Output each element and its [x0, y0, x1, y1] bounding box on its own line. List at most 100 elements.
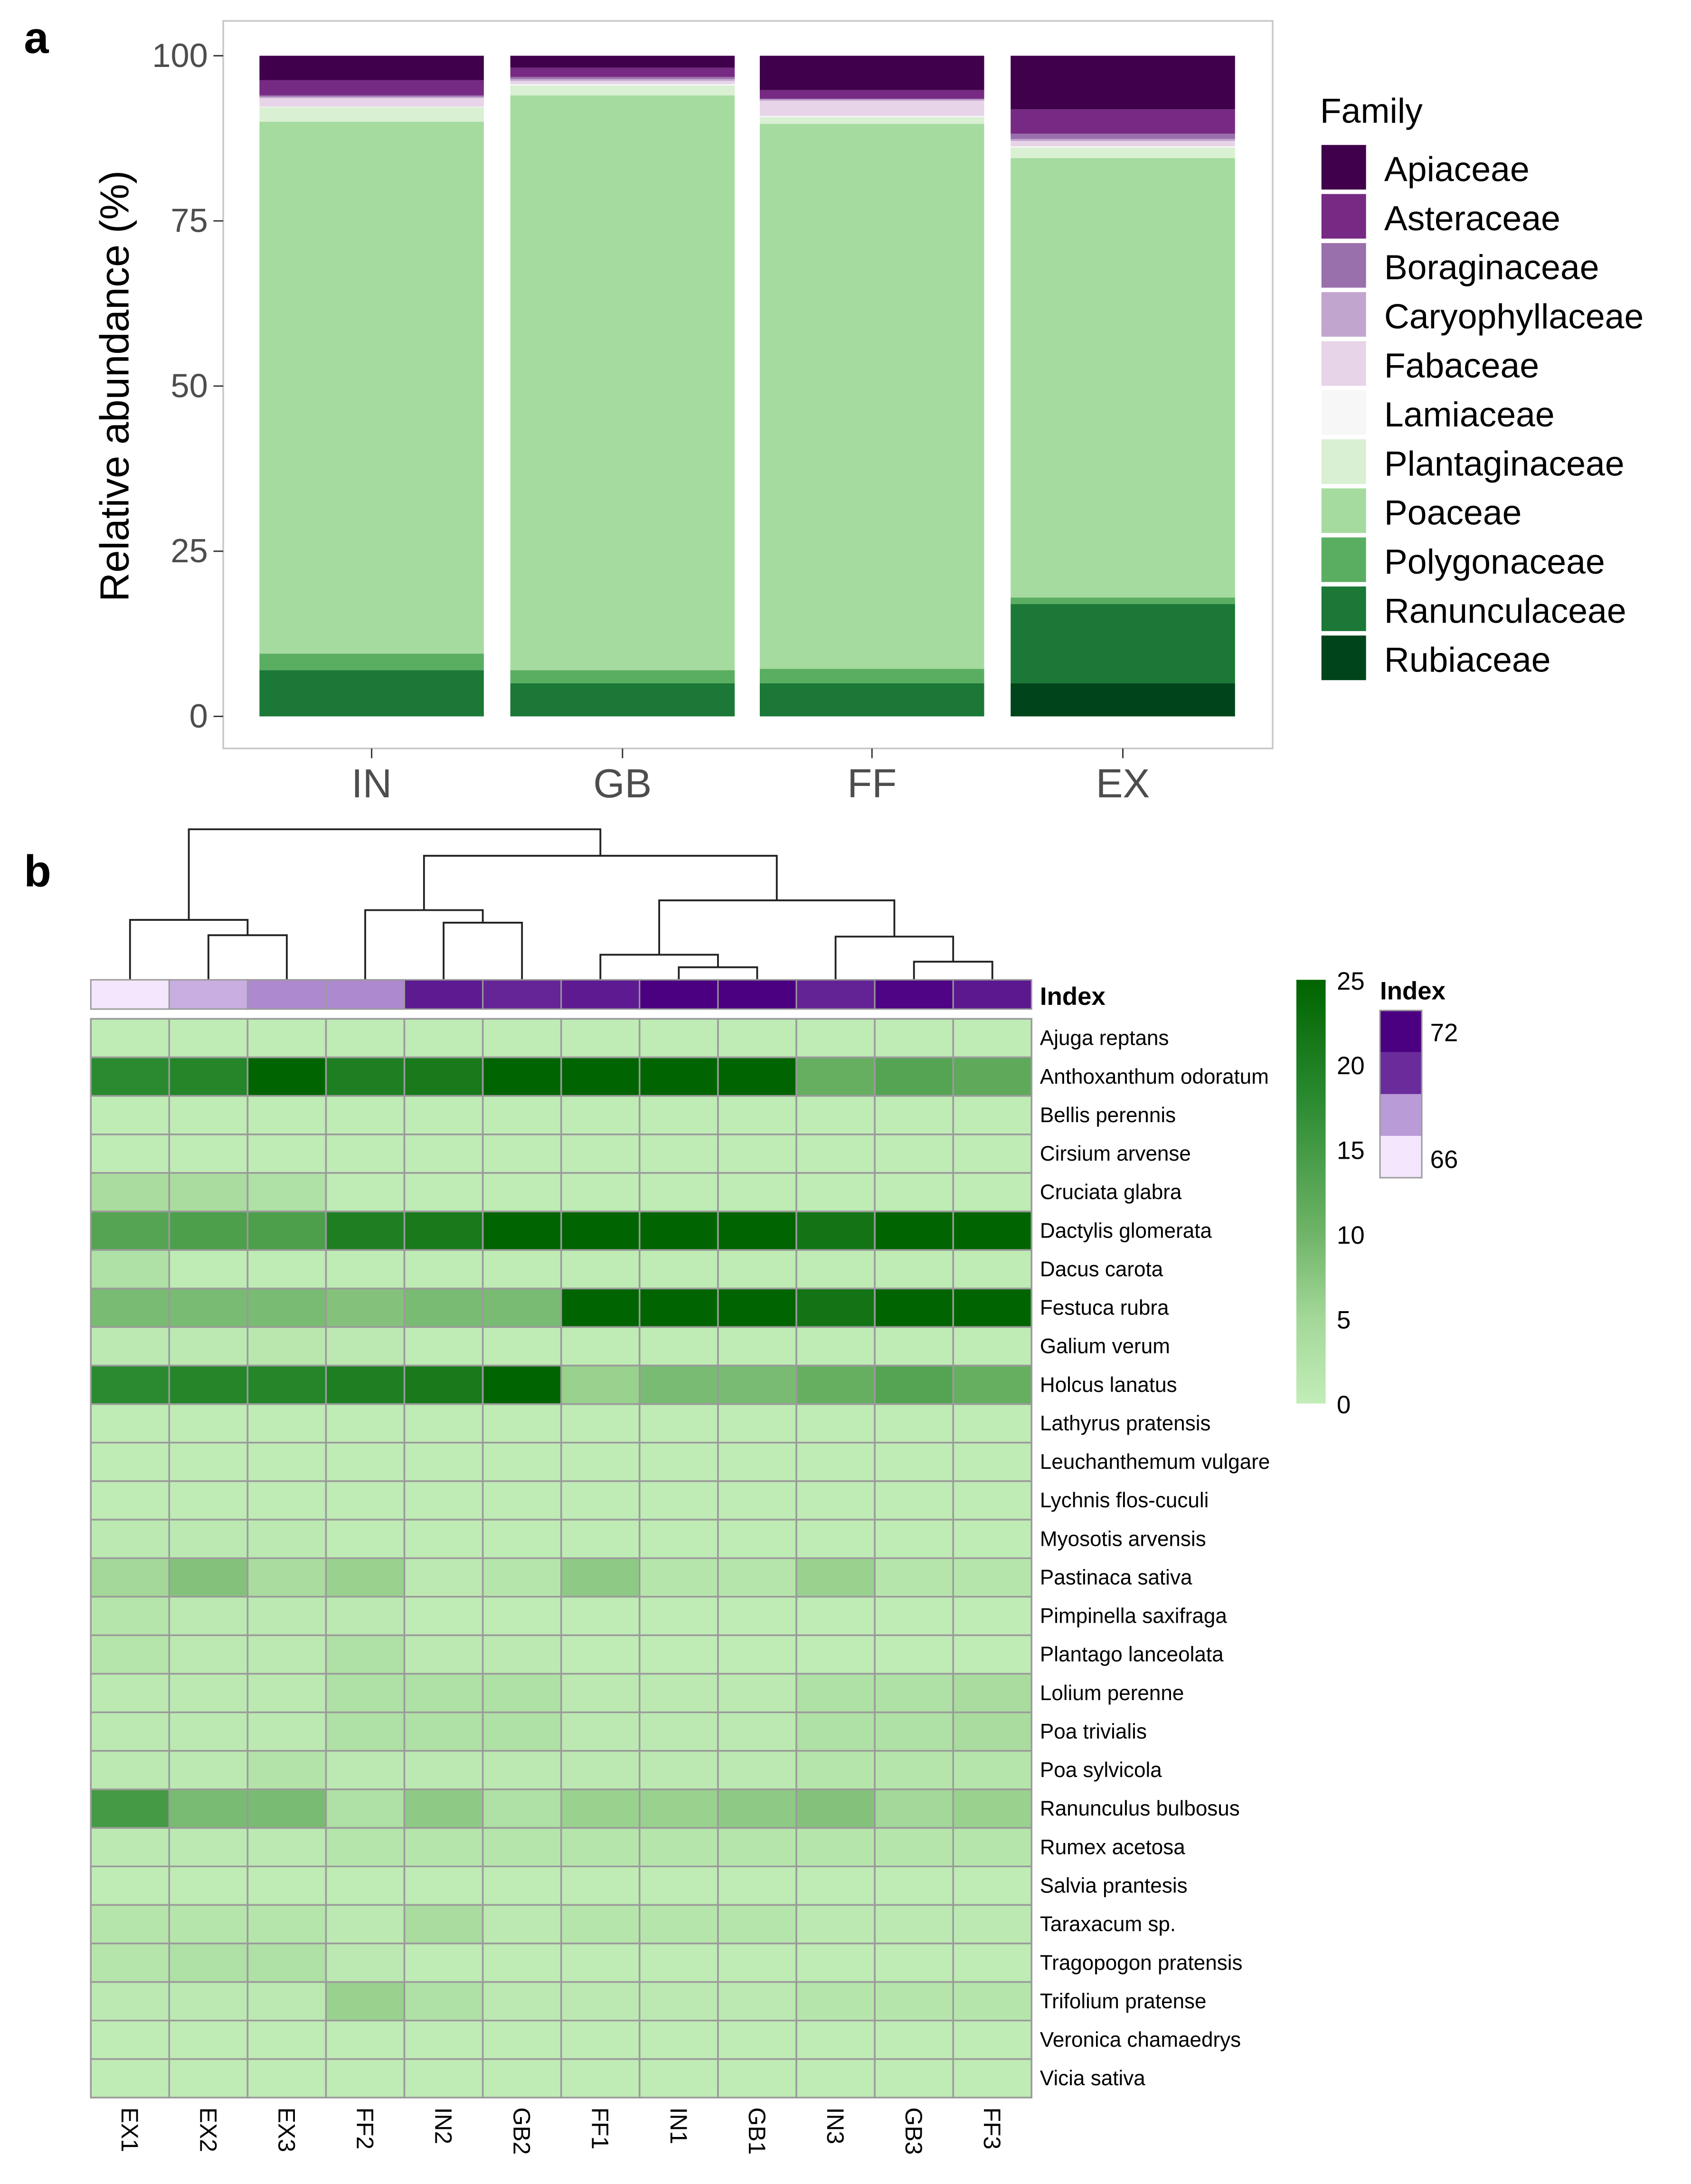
heatmap-cell	[325, 1557, 406, 1598]
heatmap-cell	[325, 1904, 406, 1945]
heatmap-cell	[246, 1134, 327, 1174]
heatmap-cell	[246, 1788, 327, 1829]
heatmap-cell	[874, 1403, 954, 1444]
heatmap-cell	[168, 1942, 249, 1983]
heatmap-cell	[795, 1634, 876, 1675]
color-scale-label: 0	[1337, 1391, 1351, 1419]
heatmap-cell	[952, 1596, 1033, 1636]
row-label: Anthoxanthum odoratum	[1040, 1065, 1269, 1088]
heatmap-cell	[90, 1865, 170, 1906]
heatmap-cell	[246, 1827, 327, 1868]
heatmap-cell	[639, 1904, 719, 1945]
heatmap-cell	[874, 2058, 954, 2099]
legend-label: Poaceae	[1384, 493, 1522, 532]
legend-label: Apiaceae	[1384, 150, 1530, 189]
heatmap-cell	[168, 1018, 249, 1059]
heatmap-cell	[246, 1634, 327, 1675]
heatmap-cell	[325, 1865, 406, 1906]
bar-segment-lamiaceae-gb	[510, 84, 735, 85]
bar-segment-caryophyllaceae-gb	[510, 79, 735, 81]
legend-label: Polygonaceae	[1384, 542, 1605, 581]
heatmap-cell	[952, 1557, 1033, 1598]
bar-segment-polygonaceae-ff	[760, 669, 984, 683]
heatmap-cell	[482, 1904, 562, 1945]
heatmap-cell	[639, 1056, 719, 1097]
heatmap-cell	[795, 1134, 876, 1174]
heatmap-cell	[952, 2058, 1033, 2099]
heatmap-cell	[325, 1981, 406, 2022]
heatmap-cell	[325, 1210, 406, 1251]
heatmap-cell	[403, 1326, 484, 1367]
heatmap-cell	[795, 1480, 876, 1521]
column-label: GB1	[744, 2108, 770, 2155]
index-annotation-cell-in3	[795, 979, 876, 1010]
heatmap-cell	[246, 1865, 327, 1906]
heatmap-cell	[874, 1480, 954, 1521]
heatmap-cell	[90, 1442, 170, 1482]
dendrogram-branch	[443, 922, 523, 980]
heatmap-cell	[482, 1056, 562, 1097]
heatmap-cell	[168, 1557, 249, 1598]
heatmap-cell	[795, 2020, 876, 2060]
heatmap-cell	[952, 1442, 1033, 1482]
row-label: Ajuga reptans	[1040, 1027, 1169, 1050]
heatmap-cell	[90, 1596, 170, 1636]
heatmap-cell	[639, 1018, 719, 1059]
heatmap-cell	[246, 1904, 327, 1945]
bar-segment-asteraceae-gb	[510, 67, 735, 77]
heatmap-cell	[874, 1364, 954, 1405]
heatmap-cell	[717, 2020, 797, 2060]
bar-segment-rubiaceae-ex	[1011, 683, 1235, 717]
heatmap-cell	[952, 1519, 1033, 1559]
heatmap-cell	[90, 1904, 170, 1945]
bar-segment-polygonaceae-gb	[510, 670, 735, 683]
heatmap-cell	[874, 1442, 954, 1482]
heatmap-cell	[168, 1364, 249, 1405]
heatmap-cell	[560, 1634, 641, 1675]
index-annotation-cell-in2	[404, 979, 484, 1010]
heatmap-cell	[717, 1056, 797, 1097]
heatmap-cell	[168, 1403, 249, 1444]
row-label: Rumex acetosa	[1040, 1835, 1185, 1859]
heatmap-cell	[560, 2020, 641, 2060]
bar-segment-boraginaceae-gb	[510, 76, 735, 79]
heatmap-cell	[482, 1942, 562, 1983]
heatmap-cell	[717, 1711, 797, 1752]
heatmap-cell	[717, 1172, 797, 1212]
heatmap-cell	[560, 1904, 641, 1945]
heatmap-cell	[403, 1056, 484, 1097]
bar-segment-plantaginaceae-ff	[760, 117, 984, 124]
heatmap-cell	[952, 1480, 1033, 1521]
index-legend-border	[1379, 1010, 1423, 1179]
heatmap-cell	[482, 1788, 562, 1829]
column-label: FF3	[979, 2108, 1005, 2150]
heatmap-cell	[639, 1596, 719, 1636]
heatmap-cell	[403, 1596, 484, 1636]
index-annotation-cell-ex3	[246, 979, 327, 1010]
heatmap-cell	[325, 1018, 406, 1059]
heatmap-cell	[403, 1634, 484, 1675]
legend-label: Caryophyllaceae	[1384, 297, 1644, 336]
bar-segment-plantaginaceae-gb	[510, 85, 735, 95]
heatmap-cell	[952, 1134, 1033, 1174]
row-label: Holcus lanatus	[1040, 1373, 1177, 1397]
legend-label: Lamiaceae	[1384, 395, 1555, 434]
heatmap-cell	[639, 1249, 719, 1290]
heatmap-cell	[795, 1942, 876, 1983]
heatmap-cell	[246, 1364, 327, 1405]
heatmap-cell	[874, 1249, 954, 1290]
heatmap-cell	[325, 1364, 406, 1405]
heatmap-cell	[952, 1210, 1033, 1251]
heatmap-cell	[90, 1403, 170, 1444]
row-label: Taraxacum sp.	[1040, 1913, 1176, 1936]
bar-segment-lamiaceae-ff	[760, 115, 984, 117]
heatmap-cell	[246, 2020, 327, 2060]
bar-segment-fabaceae-gb	[510, 81, 735, 85]
heatmap-cell	[639, 1981, 719, 2022]
heatmap-cell	[874, 1942, 954, 1983]
heatmap-cell	[403, 1287, 484, 1328]
heatmap-cell	[874, 1750, 954, 1790]
heatmap-cell	[246, 1210, 327, 1251]
row-label: Pastinaca sativa	[1040, 1566, 1192, 1589]
heatmap-cell	[325, 1056, 406, 1097]
